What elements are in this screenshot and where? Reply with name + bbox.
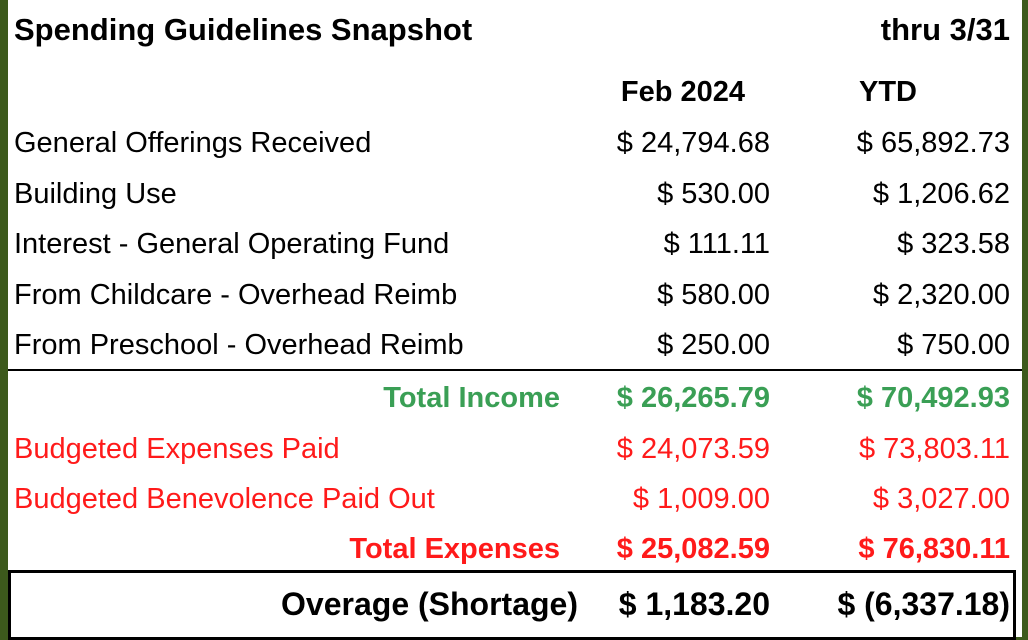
cell: $ 750.00	[897, 329, 1010, 361]
title: Spending Guidelines Snapshot	[14, 12, 473, 47]
cell: $ 111.11	[663, 228, 770, 260]
cell: $ 76,830.11	[858, 533, 1010, 565]
row-label: From Preschool - Overhead Reimb	[14, 329, 464, 361]
cell: $ 70,492.93	[856, 382, 1010, 414]
cell: $ 250.00	[657, 329, 770, 361]
cell: $ 2,320.00	[872, 278, 1010, 311]
sheet: Spending Guidelines Snapshot thru 3/31 F…	[8, 0, 1022, 640]
column-header: YTD	[859, 76, 917, 108]
row-label: Total Expenses	[349, 533, 560, 565]
row-label: Interest - General Operating Fund	[14, 228, 450, 260]
separator	[8, 369, 1022, 371]
cell: $ 24,073.59	[616, 433, 770, 465]
cell: $ 323.58	[897, 228, 1010, 260]
cell: $ 73,803.11	[858, 433, 1010, 465]
column-header: Feb 2024	[620, 76, 746, 108]
cell: $ 1,009.00	[632, 483, 770, 515]
cell: $ 65,892.73	[856, 127, 1010, 159]
row-label: General Offerings Received	[14, 127, 372, 159]
row-label: From Childcare - Overhead Reimb	[14, 278, 458, 311]
cell: $ 1,206.62	[872, 177, 1010, 210]
cell: $ 24,794.68	[616, 127, 770, 159]
cell: $ 580.00	[657, 278, 770, 311]
row-label: Building Use	[14, 177, 177, 210]
cell: $ 530.00	[657, 177, 770, 210]
row-label: Budgeted Expenses Paid	[14, 433, 340, 465]
row-label: Budgeted Benevolence Paid Out	[14, 483, 435, 515]
cell: $ 26,265.79	[616, 382, 770, 414]
row-label: Overage (Shortage)	[281, 586, 578, 622]
period: thru 3/31	[880, 12, 1010, 47]
cell: $ 1,183.20	[618, 586, 770, 622]
row-label: Total Income	[383, 382, 560, 414]
cell: $ (6,337.18)	[837, 586, 1010, 622]
cell: $ 25,082.59	[616, 533, 770, 565]
cell: $ 3,027.00	[872, 483, 1010, 515]
